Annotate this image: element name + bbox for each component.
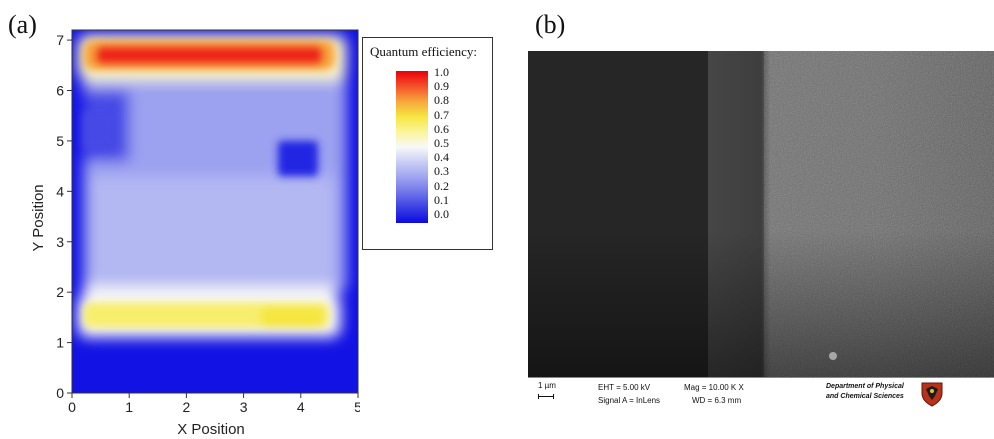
colorbar-tick-label: 0.7	[434, 107, 449, 122]
x-tick-label: 1	[125, 399, 133, 415]
y-tick-label: 4	[56, 183, 64, 199]
x-tick-label: 5	[354, 399, 360, 415]
y-tick-label: 5	[56, 133, 64, 149]
heatmap-region-top-core	[94, 45, 324, 66]
colorbar-legend: Quantum efficiency: 1.0 0.9 0.8 0.7 0.6 0.5 0.…	[362, 37, 493, 250]
signal-value: Signal A = InLens	[598, 396, 661, 405]
magnification-value: Mag = 10.00 K X	[684, 383, 744, 392]
colorbar-gradient	[396, 71, 428, 223]
y-tick-label: 3	[56, 234, 64, 250]
heatmap-region-central-light	[89, 176, 336, 283]
x-tick-label: 4	[297, 399, 305, 415]
department-line-2: and Chemical Sciences	[826, 393, 904, 400]
y-tick-label: 6	[56, 83, 64, 99]
colorbar-tick-label: 0.4	[434, 150, 449, 165]
sem-particle	[829, 352, 837, 360]
x-axis-label: X Position	[177, 421, 245, 438]
x-tick-label: 2	[183, 399, 191, 415]
colorbar-tick-label: 1.0	[434, 65, 449, 79]
sem-micrograph: 1 µm EHT = 5.00 kV Signal A = InLens Mag…	[528, 51, 994, 409]
colorbar-tick-label: 0.9	[434, 79, 449, 94]
y-tick-label: 1	[56, 335, 64, 351]
y-tick-label: 7	[56, 32, 64, 48]
colorbar-tick-label: 0.3	[434, 164, 449, 179]
heatmap-region-bottom-core	[260, 307, 324, 328]
colorbar-tick-label: 0.8	[434, 93, 449, 108]
y-axis-label: Y Position	[30, 184, 47, 251]
scale-bar	[538, 394, 554, 399]
colorbar-tick-label: 0.1	[434, 192, 449, 207]
colorbar-tick-label: 0.2	[434, 178, 449, 193]
x-tick-label: 3	[240, 399, 248, 415]
scale-bar-label: 1 µm	[538, 381, 556, 390]
heatmap-region-left-dark	[83, 110, 113, 151]
colorbar-tick-label: 0.6	[434, 121, 449, 136]
heatmap-plot-area	[72, 30, 358, 393]
y-tick-label: 0	[56, 385, 64, 401]
university-crest-icon	[921, 382, 943, 407]
y-tick-label: 2	[56, 284, 64, 300]
quantum-efficiency-heatmap: 0 1 2 3 4 5 0 1 2 3 4 5 6 7 X Position Y Position	[30, 29, 360, 438]
colorbar-tick-label: 0.0	[434, 207, 449, 221]
panel-label-b: (b)	[535, 10, 566, 39]
plot-frame	[71, 29, 359, 394]
x-axis-ticks: 0 1 2 3 4 5	[68, 393, 360, 415]
department-line-1: Department of Physical	[826, 383, 904, 390]
colorbar-tick-label: 0.5	[434, 136, 449, 150]
heatmap-region-dark-spot	[277, 140, 318, 177]
sem-bottom-shadow	[528, 51, 994, 377]
sem-info-bar: 1 µm EHT = 5.00 kV Signal A = InLens Mag…	[528, 377, 994, 409]
x-tick-label: 0	[68, 399, 76, 415]
eht-value: EHT = 5.00 kV	[598, 383, 651, 392]
legend-title: Quantum efficiency:	[370, 44, 477, 59]
sem-image	[528, 51, 994, 377]
panel-label-a: (a)	[8, 10, 37, 39]
working-distance-value: WD = 6.3 mm	[692, 396, 742, 405]
y-axis-ticks: 0 1 2 3 4 5 6 7	[56, 32, 72, 401]
